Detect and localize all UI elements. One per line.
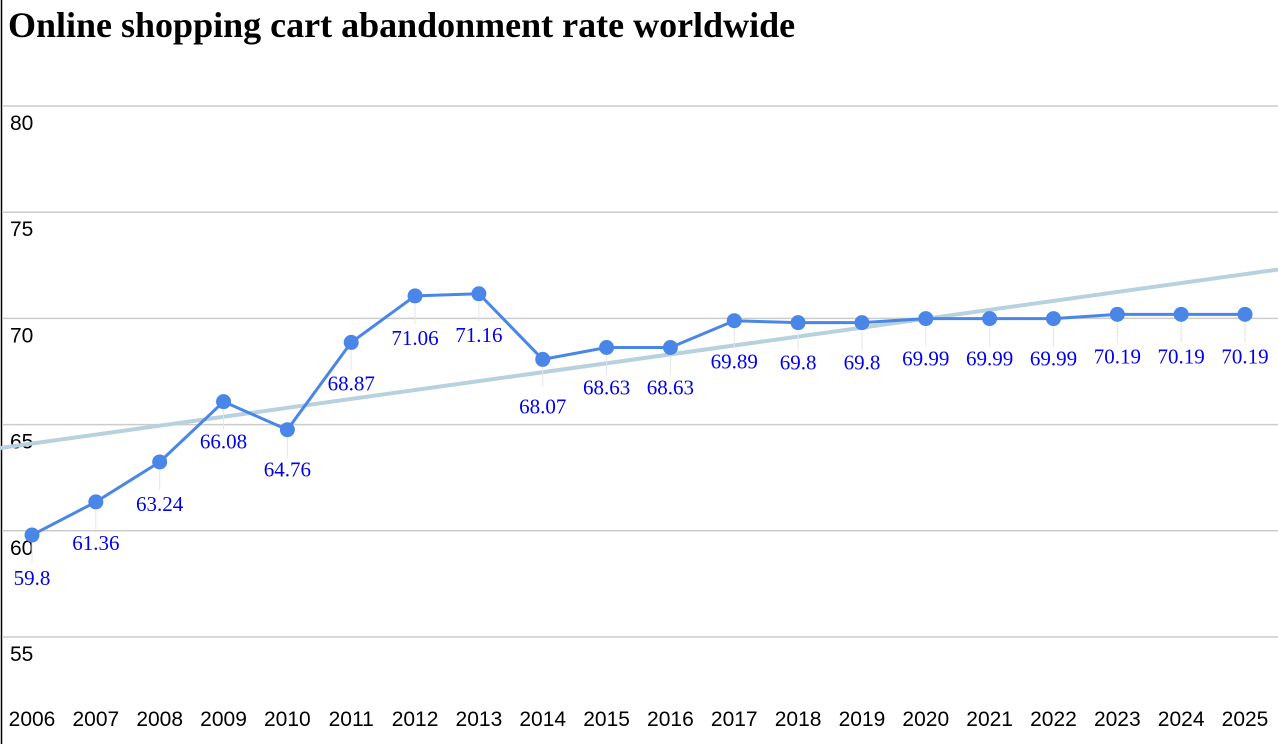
x-tick-label: 2023 <box>1094 708 1141 731</box>
y-tick-label: 70 <box>10 324 33 347</box>
data-label: 70.19 <box>1221 344 1268 368</box>
data-point <box>918 311 934 327</box>
data-label: 70.19 <box>1158 344 1205 368</box>
data-label: 68.07 <box>519 394 566 418</box>
x-tick-label: 2016 <box>647 708 694 731</box>
x-tick-label: 2025 <box>1222 708 1269 731</box>
data-label: 69.99 <box>902 347 949 371</box>
data-point <box>471 286 487 302</box>
data-label: 71.16 <box>455 323 502 347</box>
x-tick-label: 2009 <box>200 708 247 731</box>
x-tick-label: 2019 <box>839 708 886 731</box>
data-point <box>535 351 551 367</box>
x-tick-label: 2013 <box>456 708 503 731</box>
data-point <box>790 315 806 331</box>
y-tick-label: 80 <box>10 112 33 135</box>
data-label: 69.99 <box>1030 347 1077 371</box>
data-point <box>1173 306 1189 322</box>
x-tick-label: 2024 <box>1158 708 1205 731</box>
y-tick-label: 55 <box>10 643 33 666</box>
x-tick-label: 2012 <box>392 708 439 731</box>
series-line <box>31 292 1245 537</box>
data-point <box>1045 311 1061 327</box>
x-tick-label: 2010 <box>264 708 311 731</box>
x-tick-label: 2021 <box>966 708 1013 731</box>
data-point <box>982 311 998 327</box>
chart-title: Online shopping cart abandonment rate wo… <box>8 5 796 45</box>
data-point <box>1237 306 1253 322</box>
y-tick-label: 75 <box>10 218 33 241</box>
data-point <box>662 339 678 355</box>
trendline <box>0 267 1278 450</box>
y-tick-label: 65 <box>10 431 33 454</box>
data-label: 69.8 <box>844 351 881 375</box>
data-point <box>407 288 423 304</box>
data-point <box>726 313 742 329</box>
data-label: 70.19 <box>1094 344 1141 368</box>
data-label: 69.8 <box>780 351 817 375</box>
data-point <box>88 494 104 510</box>
x-tick-label: 2007 <box>72 708 119 731</box>
x-tick-label: 2018 <box>775 708 822 731</box>
data-label: 63.24 <box>136 492 184 516</box>
x-tick-label: 2006 <box>9 708 56 731</box>
x-tick-label: 2015 <box>583 708 630 731</box>
data-label: 68.63 <box>647 375 694 399</box>
data-label: 61.36 <box>72 531 119 555</box>
x-tick-label: 2020 <box>902 708 949 731</box>
data-label: 68.63 <box>583 375 630 399</box>
data-point <box>24 527 40 543</box>
data-label: 69.89 <box>711 350 758 374</box>
x-tick-label: 2011 <box>329 708 374 731</box>
x-tick-label: 2008 <box>136 708 183 731</box>
x-tick-label: 2017 <box>711 708 758 731</box>
x-tick-label: 2014 <box>519 708 566 731</box>
data-label: 64.76 <box>264 458 311 482</box>
data-label: 71.06 <box>391 326 438 350</box>
data-label: 59.8 <box>14 566 51 590</box>
y-tick-label: 60 <box>10 537 33 560</box>
data-label: 68.87 <box>328 371 375 395</box>
data-label: 66.08 <box>200 430 247 454</box>
data-point <box>1109 306 1125 322</box>
data-point <box>599 339 615 355</box>
data-point <box>152 454 168 470</box>
x-tick-label: 2022 <box>1030 708 1077 731</box>
data-point <box>343 334 359 350</box>
data-label: 69.99 <box>966 347 1013 371</box>
data-point <box>854 315 870 331</box>
data-point <box>216 394 232 410</box>
data-point <box>279 422 295 438</box>
